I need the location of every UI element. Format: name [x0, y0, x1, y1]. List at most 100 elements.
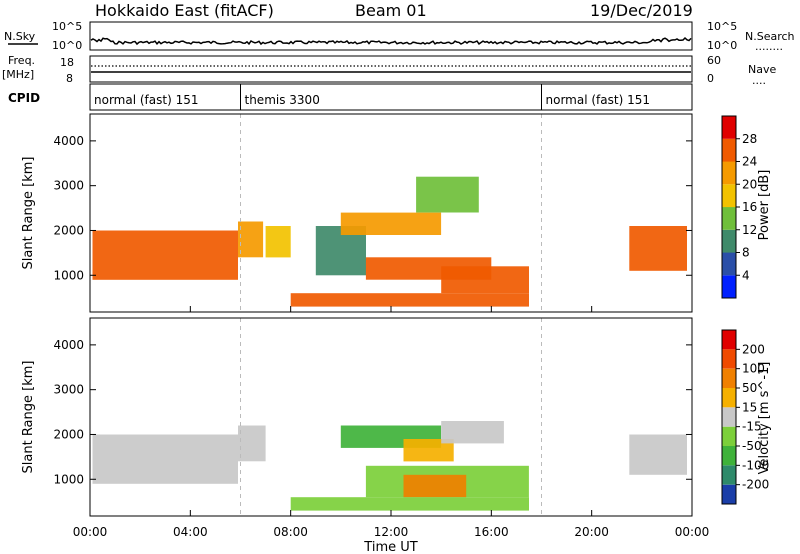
colorbar-cell	[722, 184, 736, 208]
scatter-region-7	[441, 266, 529, 294]
colorbar-tick-label: 100	[742, 362, 765, 376]
cpid-segment-label: themis 3300	[245, 93, 320, 107]
colorbar-cell	[722, 229, 736, 253]
colorbar-frame	[721, 329, 737, 505]
y-tick-label: 4000	[53, 338, 84, 352]
scatter-region-4	[340, 212, 442, 235]
plot-title: Hokkaido East (fitACF)	[95, 1, 274, 20]
colorbar-cell	[722, 388, 736, 408]
colorbar-cell	[722, 368, 736, 388]
nave-label: Nave	[748, 63, 776, 76]
scatter-region-5	[403, 474, 467, 498]
y-tick-label: 3000	[53, 179, 84, 193]
power-ylabel: Slant Range [km]	[21, 157, 36, 270]
colorbar-tick-label: 50	[742, 381, 757, 395]
colorbar-tick-label: -15	[742, 420, 762, 434]
power-panel: 1000 2000 3000 4000 Slant Range [km]	[21, 113, 693, 313]
colorbar-cell	[722, 484, 736, 504]
scatter-region-1	[238, 221, 264, 258]
cpid-panel: CPID normal (fast) 151 themis 3300 normal …	[8, 83, 693, 111]
colorbar-tick-label: -200	[742, 478, 769, 492]
cpid-panel-frame	[89, 83, 693, 111]
x-tick-label: 12:00	[374, 525, 409, 539]
power-colorbar: 4 8 12 16 20 24 28	[721, 115, 757, 299]
velocity-panel: 1000 2000 3000 4000 Slant Range [km]	[21, 317, 693, 517]
colorbar-tick-label: -100	[742, 458, 769, 472]
scatter-region-9	[629, 226, 687, 271]
colorbar-tick-label: -50	[742, 439, 762, 453]
x-tick-label: 16:00	[474, 525, 509, 539]
colorbar-cell	[722, 138, 736, 162]
x-tick-label: 08:00	[273, 525, 308, 539]
colorbar-cell	[722, 207, 736, 230]
y-tick-label: 1000	[53, 268, 84, 282]
colorbar-cell	[722, 330, 736, 350]
y-tick-label: 2000	[53, 223, 84, 237]
x-tick-label: 00:00	[675, 525, 710, 539]
cpid-label: CPID	[8, 91, 40, 105]
scatter-region-0	[92, 230, 238, 280]
scatter-region-7	[441, 421, 504, 444]
scatter-region-6	[290, 497, 529, 511]
colorbar-tick-label: 12	[742, 223, 757, 237]
nave-tick-bottom: 0	[707, 72, 714, 85]
noise-tick-top-right: 10^5	[707, 20, 737, 33]
x-tick-label: 00:00	[73, 525, 108, 539]
colorbar-tick-label: 20	[742, 177, 757, 191]
cpid-segment-label: normal (fast) 151	[546, 93, 650, 107]
scatter-region-6	[416, 176, 479, 213]
noise-search-label: N.Search	[745, 30, 795, 43]
scatter-region-3	[403, 439, 454, 462]
date-label: 19/Dec/2019	[590, 1, 693, 20]
colorbar-cell	[722, 161, 736, 185]
scatter-region-8	[290, 293, 529, 307]
noise-tick-bottom-right: 10^0	[707, 39, 737, 52]
colorbar-cell	[722, 465, 736, 485]
x-axis-label: Time UT	[363, 540, 417, 554]
x-tick-label: 04:00	[173, 525, 208, 539]
colorbar-cell	[722, 349, 736, 369]
velocity-colorbar-label: Velocity [m s^-1]	[757, 362, 772, 475]
nave-legend-dots: ....	[752, 74, 766, 87]
colorbar-cell	[722, 275, 736, 299]
scatter-region-1	[238, 425, 266, 462]
noise-sky-series	[90, 36, 692, 46]
scatter-region-2	[265, 226, 291, 258]
colorbar-tick-label: 15	[742, 400, 757, 414]
x-tick-label: 20:00	[574, 525, 609, 539]
y-tick-label: 3000	[53, 383, 84, 397]
scatter-region-0	[92, 434, 238, 484]
colorbar-tick-label: 28	[742, 132, 757, 146]
noise-panel: N.Sky 10^5 10^0 10^5 10^0 N.Search .....…	[4, 20, 795, 53]
noise-panel-frame	[89, 21, 693, 51]
velocity-colorbar: 200 100 50 15 -15 -50 -100 -200	[721, 329, 769, 505]
noise-sky-label: N.Sky	[4, 30, 36, 43]
colorbar-tick-label: 8	[742, 246, 750, 260]
noise-tick-bottom-left: 10^0	[52, 39, 82, 52]
scatter-region-8	[629, 434, 687, 475]
velocity-ylabel: Slant Range [km]	[21, 361, 36, 474]
freq-unit-label: [MHz]	[2, 68, 34, 81]
y-tick-label: 2000	[53, 427, 84, 441]
noise-tick-top-left: 10^5	[52, 20, 82, 33]
y-tick-label: 4000	[53, 134, 84, 148]
colorbar-cell	[722, 407, 736, 427]
freq-tick-top: 18	[60, 56, 74, 69]
colorbar-cell	[722, 116, 736, 139]
cpid-segment-label: normal (fast) 151	[94, 93, 198, 107]
freq-label: Freq.	[8, 54, 35, 67]
y-tick-label: 1000	[53, 472, 84, 486]
colorbar-cell	[722, 446, 736, 466]
freq-panel: Freq. [MHz] 18 8 60 0 Nave ....	[2, 54, 776, 87]
nave-tick-top: 60	[707, 54, 721, 67]
freq-panel-frame	[89, 55, 693, 83]
colorbar-tick-label: 16	[742, 200, 757, 214]
beam-label: Beam 01	[355, 1, 427, 20]
freq-tick-bottom: 8	[66, 72, 73, 85]
colorbar-tick-label: 24	[742, 155, 757, 169]
power-colorbar-label: Power [dB]	[757, 170, 772, 241]
colorbar-cell	[722, 252, 736, 276]
colorbar-cell	[722, 426, 736, 446]
noise-search-legend-dots: ........	[755, 40, 783, 53]
